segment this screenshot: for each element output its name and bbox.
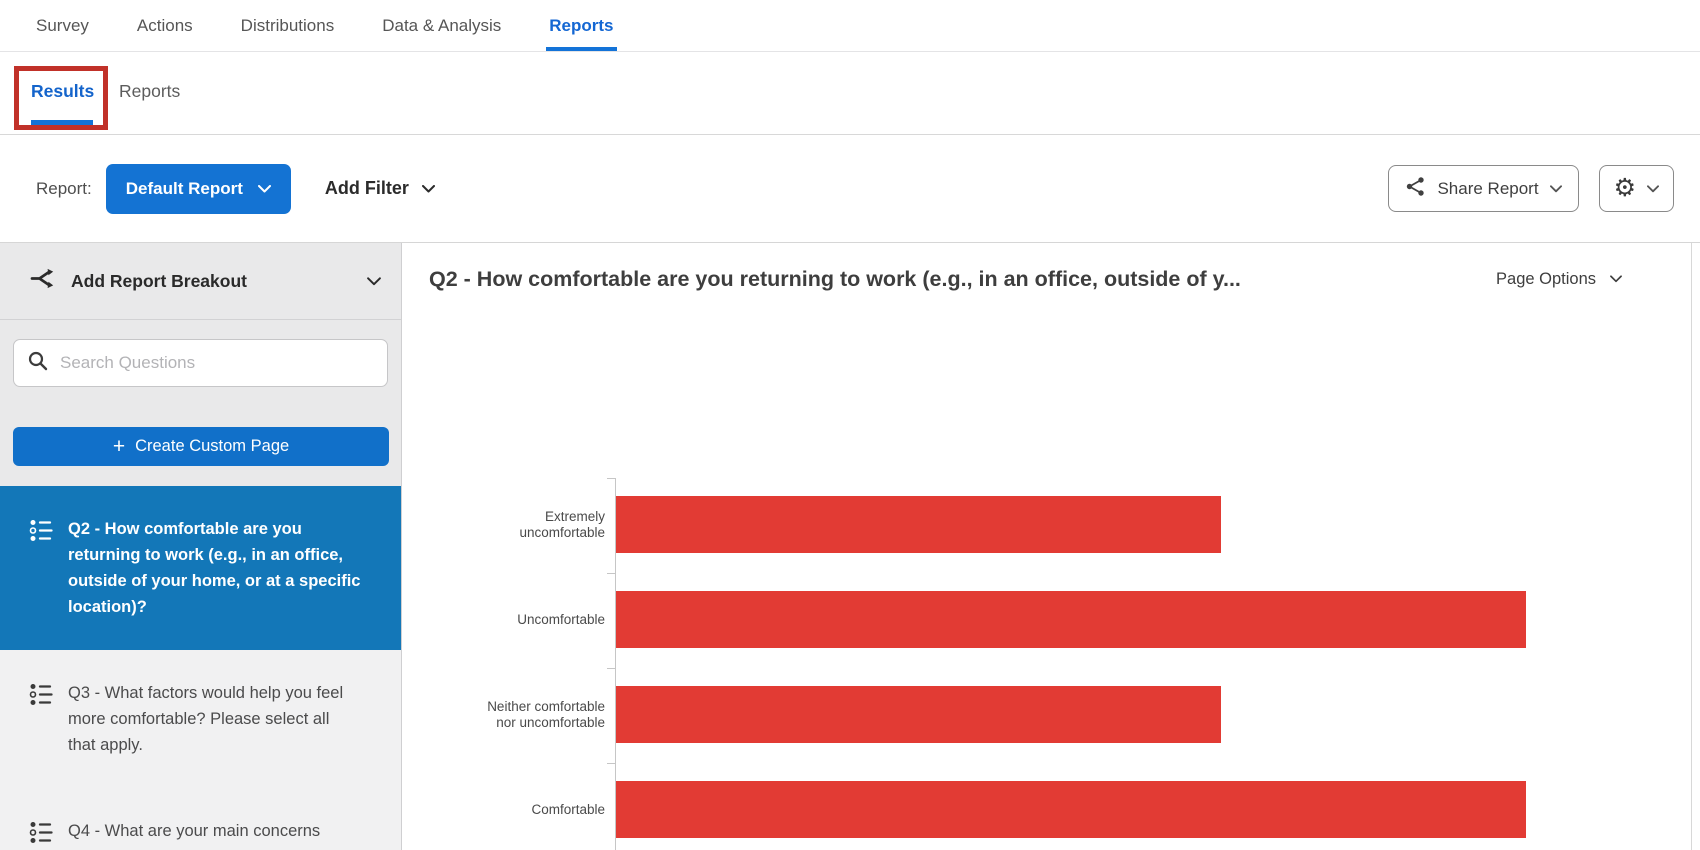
add-filter-label: Add Filter [324,178,409,198]
report-label: Report: [36,178,92,198]
axis-tick [607,763,616,764]
question-item-q2[interactable]: Q2 - How comfortable are you returning t… [0,486,401,650]
chevron-down-icon [1610,275,1622,283]
axis-tick [607,668,616,669]
chart-bar [616,781,1526,838]
chevron-down-icon [1549,184,1562,193]
axis-tick [607,573,616,574]
report-sidebar: Add Report Breakout + Create Custom Page [0,243,402,850]
search-icon [28,351,48,376]
question-label: Q4 - What are your main concerns about c… [68,822,321,850]
content-area: Add Report Breakout + Create Custom Page [0,243,1700,850]
sub-nav: Results Reports [0,52,1700,135]
tab-data-analysis[interactable]: Data & Analysis [382,15,502,35]
add-filter-dropdown[interactable]: Add Filter [325,178,435,199]
question-item-q4[interactable]: Q4 - What are your main concerns about c… [0,788,401,850]
report-toolbar: Report: Default Report Add Filter [0,135,1700,243]
question-item-q3[interactable]: Q3 - What factors would help you feel mo… [0,650,401,788]
chart-bar [616,496,1221,553]
add-report-breakout-label: Add Report Breakout [71,270,247,291]
axis-tick [607,478,616,479]
report-selector-dropdown[interactable]: Default Report [105,163,291,214]
branch-split-icon [30,267,55,295]
add-report-breakout[interactable]: Add Report Breakout [0,243,401,320]
chevron-down-icon [257,184,271,193]
multiple-choice-icon [29,682,56,715]
chart-bar [616,686,1221,743]
multiple-choice-icon [29,518,56,551]
report-selector-value: Default Report [125,178,243,198]
create-custom-page-button[interactable]: + Create Custom Page [13,427,389,466]
search-questions-input[interactable] [60,353,373,373]
category-label: Uncomfortable [517,612,605,627]
tab-reports[interactable]: Reports [546,0,617,51]
tab-survey[interactable]: Survey [36,15,89,35]
category-label: Extremely uncomfortable [519,509,605,540]
page-title: Q2 - How comfortable are you returning t… [429,266,1241,291]
share-report-button[interactable]: Share Report [1388,165,1579,212]
chart-bar [616,591,1526,648]
subtab-reports[interactable]: Reports [119,81,181,101]
page-options-label: Page Options [1496,269,1596,288]
subtab-results[interactable]: Results [31,81,95,101]
create-custom-page-label: Create Custom Page [135,437,290,455]
gear-icon: ⚙ [1613,174,1636,202]
page-options-dropdown[interactable]: Page Options [1496,270,1622,289]
tab-distributions[interactable]: Distributions [240,15,335,35]
question-label: Q3 - What factors would help you feel mo… [68,684,344,754]
multiple-choice-icon [29,820,56,850]
plus-icon: + [112,435,126,458]
chevron-down-icon [421,184,435,193]
chart-y-axis [615,478,616,850]
category-label: Comfortable [531,802,605,817]
share-nodes-icon [1405,176,1426,202]
chevron-down-icon [367,276,381,286]
search-questions-box [13,339,388,387]
page-header: Q2 - How comfortable are you returning t… [429,259,1622,299]
share-report-label: Share Report [1437,178,1539,198]
question-label: Q2 - How comfortable are you returning t… [68,520,361,616]
report-page: Q2 - How comfortable are you returning t… [402,243,1692,850]
tab-actions[interactable]: Actions [136,15,193,35]
category-label: Neither comfortable nor uncomfortable [487,699,605,730]
top-nav: Survey Actions Distributions Data & Anal… [0,0,1700,52]
report-settings-button[interactable]: ⚙ [1598,165,1674,212]
results-active-underline [31,120,93,125]
question-list: Q2 - How comfortable are you returning t… [0,486,401,850]
chevron-down-icon [1647,184,1659,193]
